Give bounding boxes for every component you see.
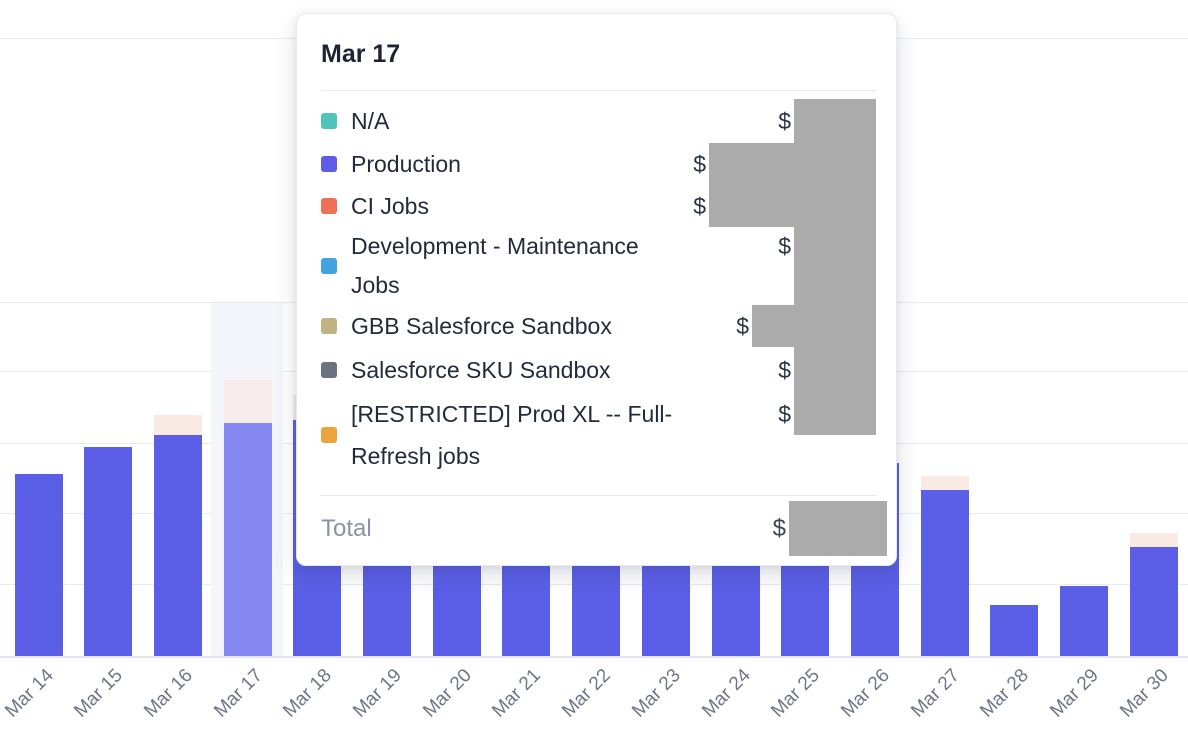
bar-mar-16[interactable]: [153, 435, 202, 656]
redacted-value: [709, 143, 876, 185]
series-swatch-icon: [321, 318, 337, 334]
dollar-sign: $: [778, 233, 791, 259]
x-axis-label: Mar 17: [209, 665, 267, 722]
x-axis-label: Mar 23: [627, 665, 685, 722]
x-axis-label: Mar 25: [767, 665, 825, 722]
x-axis-label: Mar 14: [0, 665, 58, 722]
chart-tooltip: Mar 17 N/A $ Production $ CI Jobs $ Developmen…: [296, 13, 897, 566]
redacted-value: [794, 99, 876, 143]
bar-mar-17[interactable]: [223, 423, 272, 656]
x-axis-label: Mar 21: [488, 665, 546, 722]
bar-mar-28[interactable]: [990, 605, 1039, 656]
bar-mar-15[interactable]: [84, 447, 133, 656]
series-value: $: [693, 185, 876, 227]
series-swatch-icon: [321, 427, 337, 443]
x-axis-label: Mar 28: [976, 665, 1034, 722]
tooltip-row: Production $: [321, 143, 876, 185]
series-swatch-icon: [321, 258, 337, 274]
tooltip-row: CI Jobs $: [321, 185, 876, 227]
x-axis-label: Mar 18: [279, 665, 337, 722]
redacted-value: [794, 393, 876, 435]
series-label: Production: [351, 151, 461, 177]
x-axis-label: Mar 15: [70, 665, 128, 722]
x-axis-label: Mar 26: [837, 665, 894, 722]
dollar-sign: $: [778, 401, 791, 427]
series-value: $: [778, 99, 876, 143]
x-axis-label: Mar 30: [1115, 665, 1173, 722]
series-value: $: [778, 393, 876, 435]
redacted-value: [709, 185, 876, 227]
dollar-sign: $: [778, 356, 791, 383]
series-value: $: [736, 305, 876, 347]
redacted-value: [794, 347, 876, 393]
tooltip-divider: [321, 495, 876, 496]
tooltip-row: [RESTRICTED] Prod XL -- Full- Refresh job…: [321, 393, 876, 477]
tooltip-row: Development - Maintenance Jobs $: [321, 227, 876, 305]
bar-mar-27-top-segment[interactable]: [920, 476, 969, 490]
tooltip-total-row: Total $: [321, 501, 887, 556]
redacted-value: [789, 501, 887, 556]
tooltip-divider: [321, 90, 876, 91]
dollar-sign: $: [736, 312, 749, 339]
series-label: GBB Salesforce Sandbox: [351, 313, 612, 339]
series-label: Development - Maintenance Jobs: [351, 233, 639, 298]
series-swatch-icon: [321, 113, 337, 129]
x-axis-label: Mar 20: [418, 665, 476, 722]
series-value: $: [693, 143, 876, 185]
dollar-sign: $: [778, 107, 791, 134]
series-value: $: [778, 347, 876, 393]
x-axis-label: Mar 19: [349, 665, 406, 722]
tooltip-row: Salesforce SKU Sandbox $: [321, 347, 876, 393]
series-label: N/A: [351, 108, 390, 134]
series-swatch-icon: [321, 156, 337, 172]
total-label: Total: [321, 514, 372, 542]
bar-mar-16-top-segment[interactable]: [153, 415, 202, 435]
x-axis-label: Mar 16: [140, 665, 197, 722]
tooltip-rows: N/A $ Production $ CI Jobs $ Development - Mai…: [321, 99, 876, 477]
tooltip-row: GBB Salesforce Sandbox $: [321, 305, 876, 347]
series-swatch-icon: [321, 198, 337, 214]
series-label: CI Jobs: [351, 193, 429, 219]
bar-mar-27[interactable]: [920, 490, 969, 656]
bar-mar-17-top-segment[interactable]: [223, 380, 272, 423]
dollar-sign: $: [772, 514, 786, 542]
dollar-sign: $: [693, 192, 706, 219]
series-label: Salesforce SKU Sandbox: [351, 357, 611, 383]
x-axis-line: [0, 656, 1188, 658]
bar-mar-30[interactable]: [1129, 547, 1178, 656]
x-axis-label: Mar 29: [1046, 665, 1103, 722]
redacted-value: [794, 227, 876, 305]
redacted-value: [752, 305, 876, 347]
tooltip-row: N/A $: [321, 99, 876, 143]
bar-mar-14[interactable]: [14, 474, 63, 656]
x-axis-label: Mar 22: [558, 665, 615, 722]
tooltip-title: Mar 17: [321, 40, 401, 68]
series-label: [RESTRICTED] Prod XL -- Full- Refresh job…: [351, 401, 673, 469]
dollar-sign: $: [693, 150, 706, 177]
x-axis-label: Mar 24: [697, 665, 755, 722]
total-value: $: [772, 501, 887, 556]
series-value: $: [778, 227, 876, 305]
bar-mar-30-top-segment[interactable]: [1129, 533, 1178, 547]
x-axis-label: Mar 27: [906, 665, 964, 722]
bar-mar-29[interactable]: [1060, 586, 1108, 656]
series-swatch-icon: [321, 362, 337, 378]
